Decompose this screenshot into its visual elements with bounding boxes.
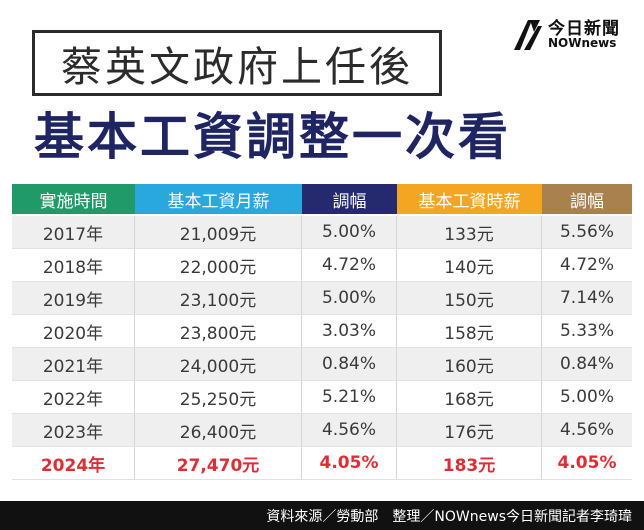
cell-monthly-wage: 23,100元 <box>135 282 302 314</box>
cell-hourly-change: 0.84% <box>559 354 614 374</box>
cell-hourly-change: 5.00% <box>559 387 614 407</box>
nownews-logo: 今日新聞 NOWnews <box>506 6 636 56</box>
cell-monthly-change: 4.05% <box>302 447 397 479</box>
logo-cn-text: 今日新聞 <box>548 19 620 39</box>
cell-date: 2017年 <box>12 216 135 248</box>
nownews-logo-icon <box>514 20 542 50</box>
cell-hourly-wage: 158元 <box>397 315 542 347</box>
cell-monthly-wage: 23,800元 <box>135 315 302 347</box>
table-body: 2017年 21,009元 5.00% 133元 5.56% 2018年 22,… <box>12 216 632 480</box>
cell-monthly-wage: 27,470元 <box>135 447 302 479</box>
table-header-row: 實施時間 基本工資月薪 調幅 基本工資時薪 調幅 <box>12 184 632 214</box>
cell-date: 2022年 <box>12 381 135 413</box>
cell-monthly-wage: 26,400元 <box>135 414 302 446</box>
cell-hourly-wage: 183元 <box>397 447 542 479</box>
cell-monthly-wage: 21,009元 <box>135 216 302 248</box>
cell-monthly-wage: 25,250元 <box>135 381 302 413</box>
cell-monthly-change: 0.84% <box>302 348 397 380</box>
cell-hourly-wage: 133元 <box>397 216 542 248</box>
header-date: 實施時間 <box>12 184 135 214</box>
cell-date: 2018年 <box>12 249 135 281</box>
table-row: 2022年 25,250元 5.21% 168元 5.00% <box>12 381 632 414</box>
table-row: 2017年 21,009元 5.00% 133元 5.56% <box>12 216 632 249</box>
cell-monthly-change: 4.56% <box>302 414 397 446</box>
cell-hourly-wage: 150元 <box>397 282 542 314</box>
table-row: 2019年 23,100元 5.00% 150元 7.14% <box>12 282 632 315</box>
header-monthly-change: 調幅 <box>302 184 397 214</box>
cell-monthly-change: 3.03% <box>302 315 397 347</box>
cell-hourly-change: 4.05% <box>557 453 617 473</box>
table-row: 2020年 23,800元 3.03% 158元 5.33% <box>12 315 632 348</box>
header-hourly-change: 調幅 <box>542 184 632 214</box>
table-row: 2021年 24,000元 0.84% 160元 0.84% <box>12 348 632 381</box>
wage-table: 實施時間 基本工資月薪 調幅 基本工資時薪 調幅 2017年 21,009元 5… <box>12 184 632 480</box>
cell-date: 2019年 <box>12 282 135 314</box>
cell-hourly-change: 4.56% <box>559 420 614 440</box>
table-row: 2018年 22,000元 4.72% 140元 4.72% <box>12 249 632 282</box>
cell-hourly-wage: 140元 <box>397 249 542 281</box>
cell-monthly-change: 5.00% <box>302 282 397 314</box>
cell-date: 2021年 <box>12 348 135 380</box>
cell-monthly-wage: 22,000元 <box>135 249 302 281</box>
cell-hourly-change: 7.14% <box>559 288 614 308</box>
cell-monthly-wage: 24,000元 <box>135 348 302 380</box>
subtitle-box: 蔡英文政府上任後 <box>32 30 442 96</box>
header-hourly-wage: 基本工資時薪 <box>397 184 542 214</box>
table-row: 2023年 26,400元 4.56% 176元 4.56% <box>12 414 632 447</box>
cell-date: 2024年 <box>12 447 135 479</box>
cell-hourly-wage: 168元 <box>397 381 542 413</box>
cell-monthly-change: 5.21% <box>302 381 397 413</box>
cell-date: 2020年 <box>12 315 135 347</box>
cell-hourly-change: 5.56% <box>559 222 614 242</box>
cell-date: 2023年 <box>12 414 135 446</box>
cell-hourly-wage: 160元 <box>397 348 542 380</box>
table-row-highlight: 2024年 27,470元 4.05% 183元 4.05% <box>12 447 632 480</box>
cell-hourly-wage: 176元 <box>397 414 542 446</box>
cell-hourly-change: 5.33% <box>559 321 614 341</box>
cell-monthly-change: 5.00% <box>302 216 397 248</box>
logo-en-text: NOWnews <box>548 36 617 50</box>
source-footer: 資料來源／勞動部 整理／NOWnews今日新聞記者李琦瑋 <box>0 501 644 530</box>
cell-monthly-change: 4.72% <box>302 249 397 281</box>
cell-hourly-change: 4.72% <box>559 255 614 275</box>
header-monthly-wage: 基本工資月薪 <box>135 184 302 214</box>
page-title: 基本工資調整一次看 <box>34 108 511 166</box>
